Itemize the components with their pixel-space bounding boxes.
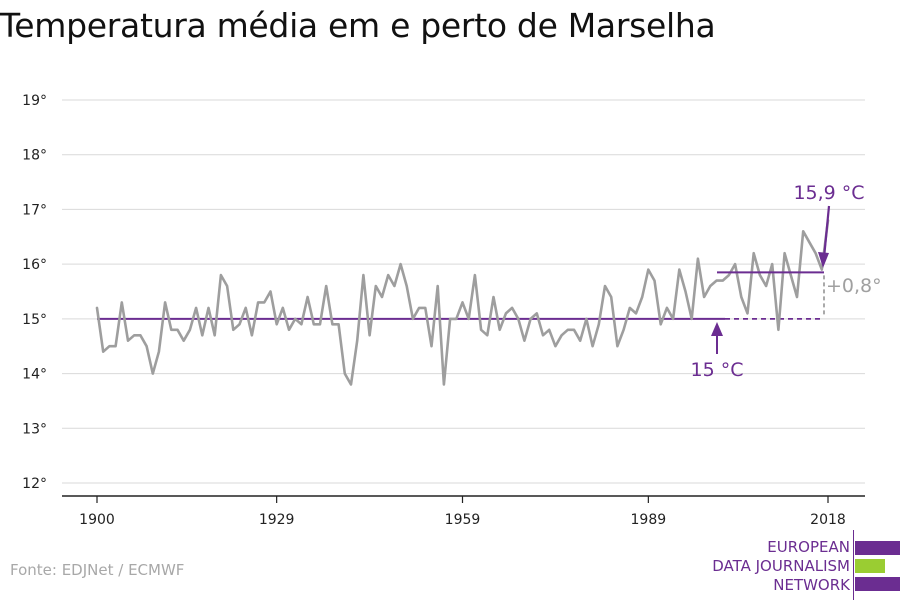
baseline-arrow-icon [711,322,723,354]
x-tick-label: 1900 [79,512,115,528]
recent-average-arrow-icon [818,205,831,268]
recent-arrow-shaft [822,205,831,259]
y-tick-label: 15° [22,312,47,328]
x-tick-label: 1989 [631,512,667,528]
source-credit: Fonte: EDJNet / ECMWF [10,561,185,579]
y-tick-label: 18° [22,148,47,164]
difference-label: +0,8° [826,275,882,297]
y-tick-label: 13° [22,421,47,437]
grid-lines [62,99,865,484]
edjnet-logo: EUROPEAN DATA JOURNALISM NETWORK [700,530,900,600]
y-tick-label: 12° [22,476,47,492]
logo-line-1: EUROPEAN [767,538,850,556]
y-tick-label: 19° [22,93,47,109]
recent-arrow-head [818,252,829,268]
recent-average-label: 15,9 °C [793,182,864,204]
x-tick-label: 1959 [445,512,481,528]
baseline-label: 15 °C [691,359,744,381]
logo-line-3: NETWORK [773,576,850,594]
logo-bar-purple-top [855,541,900,555]
logo-bar-green [855,559,885,573]
y-tick-label: 16° [22,257,47,273]
line-chart: 12° 13° 14° 15° 16° 17° 19° 18° 1900 1929 1959 198… [22,93,882,528]
logo-divider [853,530,854,600]
y-tick-label: 17° [22,202,47,218]
x-tick-label: 1929 [259,512,295,528]
logo-line-2: DATA JOURNALISM [712,557,850,575]
baseline-arrow-head [711,322,723,336]
logo-bar-purple-bottom [855,577,900,591]
y-axis-tick-labels: 12° 13° 14° 15° 16° 17° 19° 18° [22,93,47,492]
chart-title: Temperatura média em e perto de Marselha [0,6,716,45]
x-tick-label: 2018 [810,512,846,528]
temperature-series-line [95,219,830,386]
x-axis-ticks: 1900 1929 1959 1989 2018 [79,496,846,528]
y-tick-label: 14° [22,367,47,383]
